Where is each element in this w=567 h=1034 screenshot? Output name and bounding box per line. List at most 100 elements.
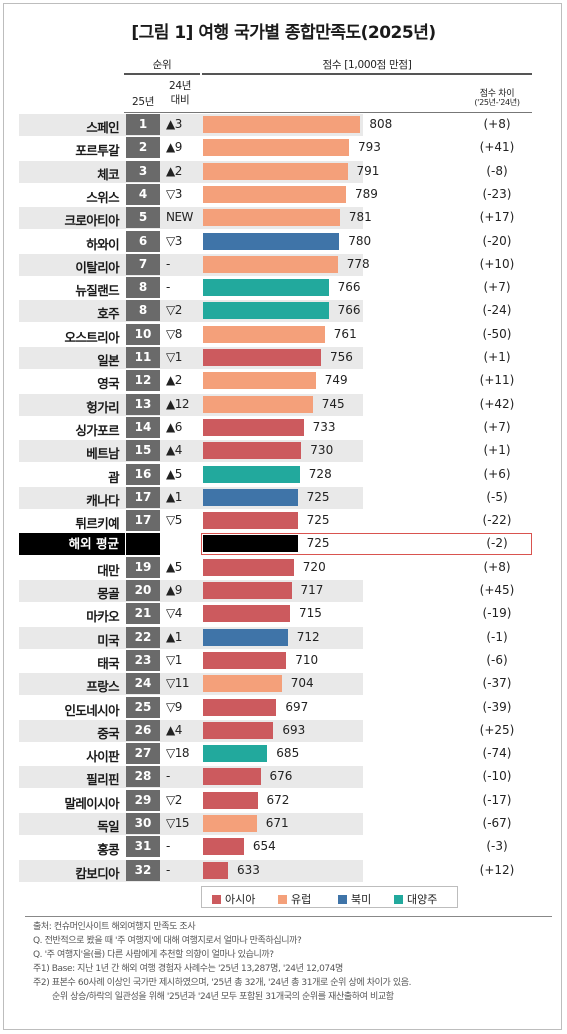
row-shade xyxy=(19,859,363,882)
rank-badge: 8 xyxy=(126,277,160,299)
rank-badge: 6 xyxy=(126,230,160,252)
country-label: 괌 xyxy=(108,469,120,485)
score-value: 633 xyxy=(237,862,260,877)
score-diff: (-24) xyxy=(482,303,512,318)
score-value: 780 xyxy=(348,233,372,248)
legend-label-north-america: 북미 xyxy=(351,893,372,906)
score-diff: (+25) xyxy=(479,722,515,737)
country-label: 스페인 xyxy=(86,120,119,135)
country-label: 포르투갈 xyxy=(75,143,119,159)
score-value: 778 xyxy=(346,256,370,271)
country-label: 베트남 xyxy=(86,446,119,462)
score-bar xyxy=(203,605,290,623)
country-label: 인도네시아 xyxy=(64,702,119,718)
footnote-source: 출처: 컨슈머인사이트 해외여행지 만족도 조사 xyxy=(33,922,196,932)
rank-badge: 4 xyxy=(126,183,160,205)
rank-vs-2024-header: 24년 대비 xyxy=(168,80,192,106)
score-diff: (+6) xyxy=(483,466,511,481)
rank-change: ▲5 xyxy=(166,466,182,481)
country-label: 이탈리아 xyxy=(75,259,119,275)
country-label: 몽골 xyxy=(97,586,119,601)
country-label: 일본 xyxy=(97,353,119,368)
country-label: 싱가포르 xyxy=(75,422,119,438)
rank-change: ▲1 xyxy=(166,489,182,504)
score-bar xyxy=(203,791,258,809)
country-label: 프랑스 xyxy=(86,679,119,695)
country-label: 대만 xyxy=(97,562,119,578)
figure-frame xyxy=(3,3,562,1030)
score-diff: (-19) xyxy=(482,606,512,621)
score-diff: (+42) xyxy=(479,396,515,411)
score-value: 725 xyxy=(306,536,330,551)
score-diff: (+41) xyxy=(479,140,515,155)
score-bar xyxy=(203,861,228,879)
score-diff: (+1) xyxy=(483,350,511,364)
rank-change: ▽15 xyxy=(166,816,190,830)
footnote-question-2: Q. '주 여행지'을(를) 다른 사람에게 추천할 의향이 얼마나 있습니까? xyxy=(33,950,274,960)
rank-badge: 31 xyxy=(126,836,160,858)
rank-change: ▽4 xyxy=(166,606,182,621)
score-diff: (-6) xyxy=(486,652,508,667)
score-diff: (-10) xyxy=(482,769,512,784)
rank-badge: 29 xyxy=(126,789,160,811)
score-diff: (+17) xyxy=(479,210,515,225)
score-value: 766 xyxy=(337,303,361,318)
rank-change: ▲2 xyxy=(166,163,182,178)
score-diff: (-2) xyxy=(486,536,508,551)
rank-change: - xyxy=(166,862,170,877)
rank-change: ▲12 xyxy=(166,396,190,411)
score-bar xyxy=(203,535,298,553)
score-value: 793 xyxy=(358,140,381,155)
score-diff: (+7) xyxy=(483,280,511,295)
score-bar xyxy=(203,721,274,739)
footnote-rank-note: 순위 상승/하락의 일관성을 위해 '25년과 '24년 모두 포함된 31개국… xyxy=(52,992,394,1002)
country-label: 독일 xyxy=(97,819,119,834)
score-bar xyxy=(203,139,349,157)
score-diff: (-37) xyxy=(482,676,512,691)
score-diff: (-74) xyxy=(482,746,512,761)
rank-badge: 28 xyxy=(126,766,160,788)
score-value: 710 xyxy=(295,652,319,667)
score-bar xyxy=(203,209,340,227)
country-label: 홍콩 xyxy=(97,842,119,858)
country-label: 태국 xyxy=(97,655,119,671)
score-value: 717 xyxy=(300,583,324,597)
score-bar xyxy=(203,558,294,576)
score-bar xyxy=(203,395,313,413)
rank-badge: 5 xyxy=(126,207,160,229)
country-label: 미국 xyxy=(97,632,119,648)
score-value: 672 xyxy=(266,792,290,807)
score-value: 791 xyxy=(356,163,380,178)
rank-header-rule xyxy=(124,73,200,75)
score-bar xyxy=(203,628,288,646)
score-diff: (+12) xyxy=(479,862,515,877)
rank-change: - xyxy=(166,769,170,784)
score-diff: (-8) xyxy=(486,163,508,178)
rank-change: ▽3 xyxy=(166,186,182,201)
rank-badge: 7 xyxy=(126,253,160,275)
rank-change: ▽8 xyxy=(166,326,182,341)
score-diff: (-50) xyxy=(482,326,512,341)
score-diff: (-1) xyxy=(486,629,508,644)
rank-badge: 22 xyxy=(126,626,160,648)
score-diff: (-23) xyxy=(482,186,512,201)
chart-title: [그림 1] 여행 국가별 종합만족도(2025년) xyxy=(131,23,436,43)
score-diff: (-67) xyxy=(482,816,512,830)
score-value: 712 xyxy=(296,629,320,644)
score-bar xyxy=(203,745,268,763)
legend-swatch-oceania xyxy=(394,895,403,904)
legend-label-asia: 아시아 xyxy=(225,893,256,906)
rank-header: 순위 xyxy=(152,59,172,71)
rank-change: - xyxy=(166,839,170,854)
country-label: 캐나다 xyxy=(86,492,119,508)
score-value: 693 xyxy=(282,722,306,737)
rank-change: ▲9 xyxy=(166,583,182,597)
rank-badge: 30 xyxy=(126,813,160,834)
legend-item-north-america: 북미 xyxy=(338,891,371,907)
row-shade xyxy=(19,719,363,742)
country-label: 사이판 xyxy=(86,749,119,765)
score-diff: (+11) xyxy=(479,373,515,388)
country-label: 필리핀 xyxy=(86,772,119,788)
rank-badge: 14 xyxy=(126,416,160,438)
score-value: 654 xyxy=(252,839,276,854)
